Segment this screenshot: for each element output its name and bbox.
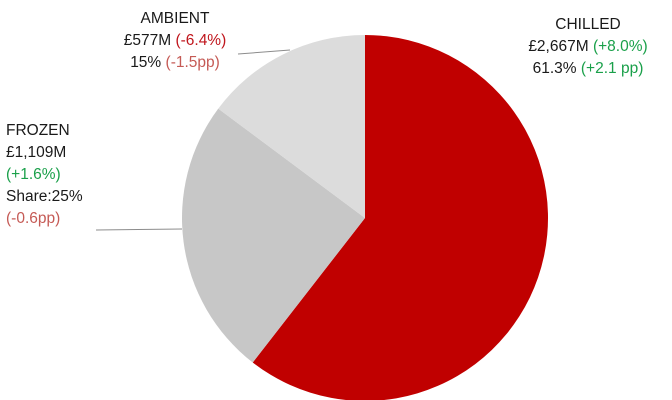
chilled-sales-change: (+8.0%) bbox=[592, 38, 648, 55]
frozen-sales: £1,109M bbox=[6, 144, 67, 161]
ambient-sales: £577M bbox=[123, 32, 172, 49]
pie-slice-ambient bbox=[218, 34, 365, 218]
leader-line-ambient bbox=[237, 49, 291, 55]
ambient-sales-change: (-6.4%) bbox=[175, 32, 227, 49]
ambient-label: AMBIENT £577M (-6.4%) 15% (-1.5pp) bbox=[100, 8, 250, 74]
ambient-share-line: 15% (-1.5pp) bbox=[100, 52, 250, 74]
frozen-name: FROZEN bbox=[6, 122, 70, 139]
chilled-sales-line: £2,667M (+8.0%) bbox=[508, 36, 668, 58]
frozen-label: FROZEN £1,109M (+1.6%) Share:25% (-0.6pp… bbox=[6, 120, 136, 230]
pie-slices bbox=[182, 34, 548, 400]
pie-slice-chilled bbox=[252, 35, 548, 400]
frozen-sales-change: (+1.6%) bbox=[6, 166, 61, 183]
frozen-share-change: (-0.6pp) bbox=[6, 210, 61, 227]
chilled-label: CHILLED £2,667M (+8.0%) 61.3% (+2.1 pp) bbox=[508, 14, 668, 80]
ambient-share: 15% bbox=[130, 54, 162, 71]
chilled-share: 61.3% bbox=[532, 60, 577, 77]
chilled-name: CHILLED bbox=[555, 16, 621, 33]
chilled-sales: £2,667M bbox=[528, 38, 589, 55]
ambient-sales-line: £577M (-6.4%) bbox=[100, 30, 250, 52]
chilled-share-change: (+2.1 pp) bbox=[580, 60, 644, 77]
chilled-share-line: 61.3% (+2.1 pp) bbox=[508, 58, 668, 80]
leader-line-frozen bbox=[95, 228, 183, 231]
pie-slice-frozen bbox=[182, 108, 365, 363]
ambient-share-change: (-1.5pp) bbox=[165, 54, 220, 71]
ambient-name: AMBIENT bbox=[140, 10, 210, 27]
frozen-share: Share:25% bbox=[6, 188, 83, 205]
